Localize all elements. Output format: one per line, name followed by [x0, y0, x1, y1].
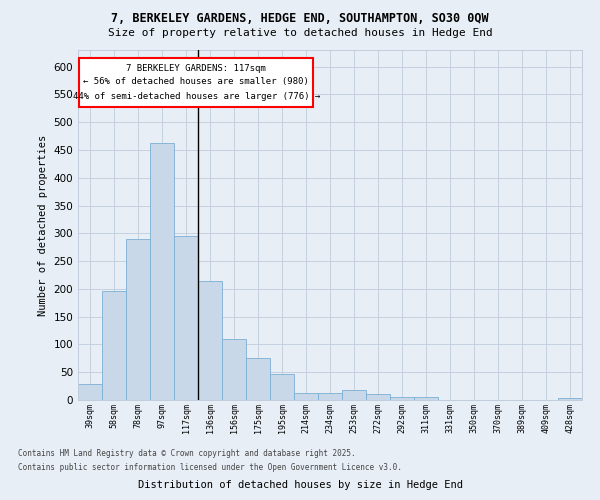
Text: Contains HM Land Registry data © Crown copyright and database right 2025.: Contains HM Land Registry data © Crown c…	[18, 448, 356, 458]
Text: Distribution of detached houses by size in Hedge End: Distribution of detached houses by size …	[137, 480, 463, 490]
Bar	[270, 374, 294, 400]
Bar	[78, 384, 102, 400]
Bar	[414, 397, 438, 400]
Bar	[558, 398, 582, 400]
Text: 7, BERKELEY GARDENS, HEDGE END, SOUTHAMPTON, SO30 0QW: 7, BERKELEY GARDENS, HEDGE END, SOUTHAMP…	[111, 12, 489, 26]
Bar	[246, 358, 270, 400]
Bar	[366, 394, 390, 400]
Text: 7 BERKELEY GARDENS: 117sqm: 7 BERKELEY GARDENS: 117sqm	[127, 64, 266, 73]
Text: ← 56% of detached houses are smaller (980): ← 56% of detached houses are smaller (98…	[83, 77, 309, 86]
FancyBboxPatch shape	[79, 58, 313, 106]
Bar	[174, 236, 198, 400]
Bar	[102, 290, 126, 400]
Bar	[342, 390, 366, 400]
Bar	[390, 397, 414, 400]
Bar	[318, 394, 342, 400]
Text: Contains public sector information licensed under the Open Government Licence v3: Contains public sector information licen…	[18, 464, 402, 472]
Text: Size of property relative to detached houses in Hedge End: Size of property relative to detached ho…	[107, 28, 493, 38]
Bar	[294, 394, 318, 400]
Y-axis label: Number of detached properties: Number of detached properties	[38, 134, 48, 316]
Bar	[126, 239, 150, 400]
Text: 44% of semi-detached houses are larger (776) →: 44% of semi-detached houses are larger (…	[73, 92, 320, 101]
Bar	[150, 144, 174, 400]
Bar	[222, 339, 246, 400]
Bar	[198, 280, 222, 400]
